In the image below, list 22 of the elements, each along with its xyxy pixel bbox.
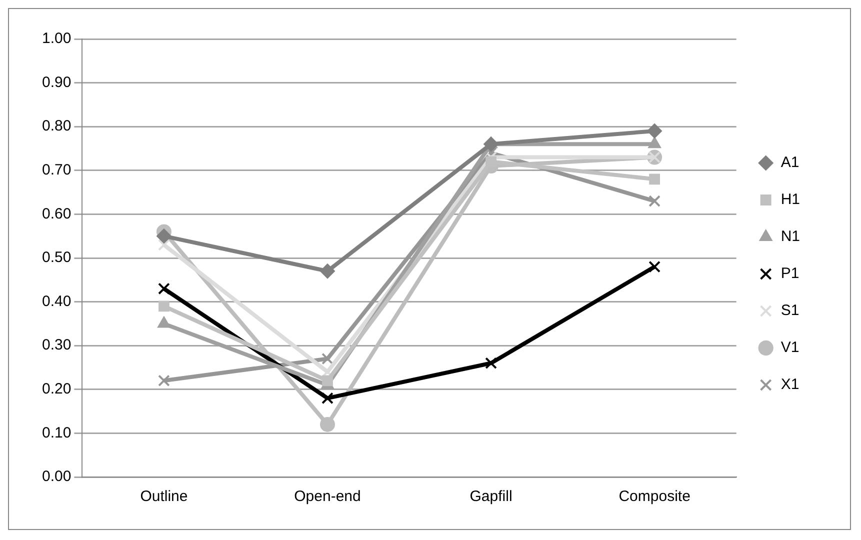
y-tick-label: 0.40 xyxy=(42,292,72,310)
legend-label: A1 xyxy=(780,154,800,172)
y-tick-label: 0.30 xyxy=(42,336,72,354)
y-tick-label: 0.10 xyxy=(42,424,72,442)
legend-label: N1 xyxy=(780,228,800,246)
x-tick-label: Composite xyxy=(618,488,690,506)
legend-label: X1 xyxy=(780,376,800,394)
x-tick-label: Gapfill xyxy=(470,488,512,506)
y-tick-label: 0.60 xyxy=(42,205,72,222)
y-tick-label: 1.00 xyxy=(42,30,72,48)
legend-label: V1 xyxy=(780,339,800,356)
legend-label: H1 xyxy=(780,191,800,208)
y-tick-label: 0.00 xyxy=(42,468,72,486)
x-tick-label: Outline xyxy=(140,488,188,506)
y-tick-label: 0.90 xyxy=(42,74,72,91)
y-tick-label: 0.50 xyxy=(42,249,72,266)
legend-label: S1 xyxy=(780,302,800,320)
legend-label: P1 xyxy=(780,265,800,282)
x-tick-label: Open-end xyxy=(294,488,361,506)
y-tick-label: 0.80 xyxy=(42,118,72,135)
y-tick-label: 0.70 xyxy=(42,162,72,179)
y-tick-label: 0.20 xyxy=(42,380,72,398)
